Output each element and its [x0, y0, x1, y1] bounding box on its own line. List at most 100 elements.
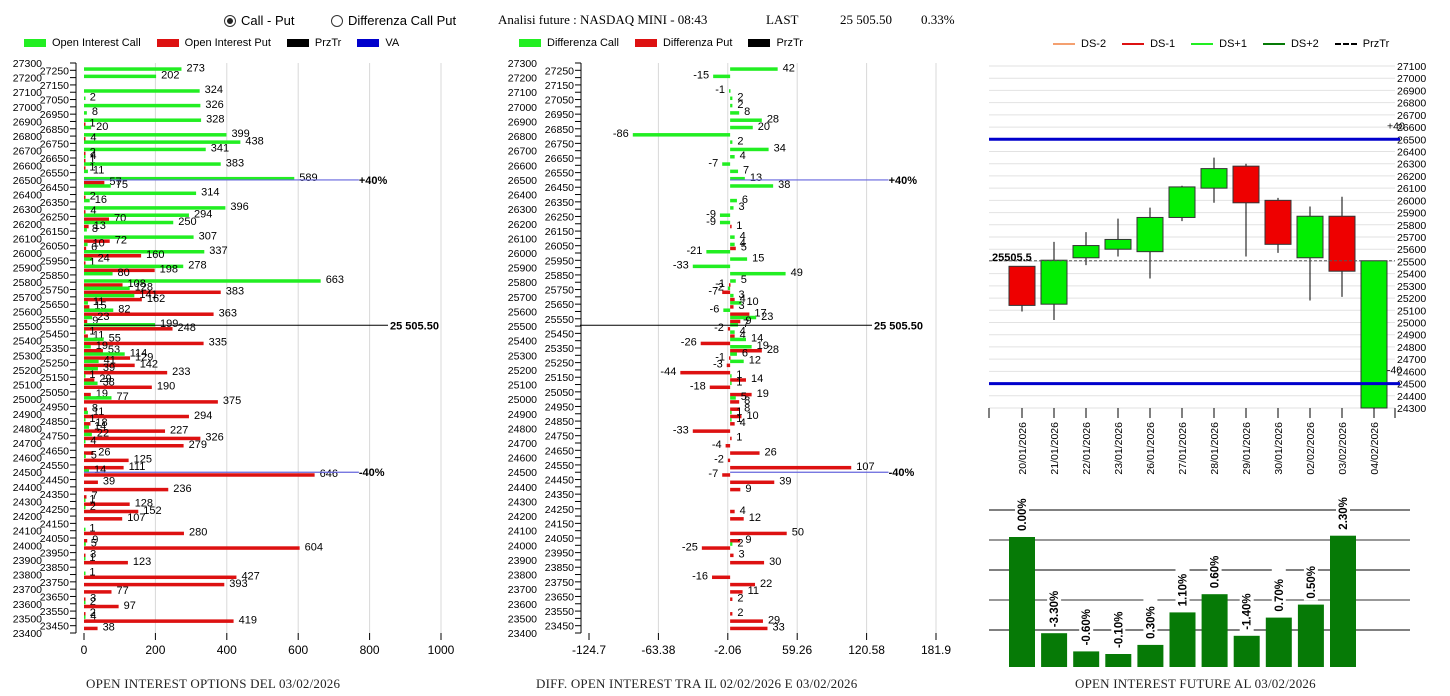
bar-put — [84, 560, 128, 565]
bar-label-put: 4 — [740, 417, 746, 429]
y-major-label: 23900 — [508, 555, 537, 567]
y-minor-label: 26050 — [545, 241, 574, 253]
bar-label-call: 15 — [752, 252, 764, 264]
candle-up — [1360, 260, 1388, 409]
bar-call — [730, 198, 737, 203]
bar-label-call: 3 — [739, 201, 745, 213]
prztr-label: 25505.5 — [992, 252, 1032, 264]
bar-label-call: 2 — [737, 92, 743, 104]
bar-put — [730, 531, 787, 536]
bar-label-bg — [1271, 567, 1286, 614]
candle-up — [1136, 216, 1164, 253]
bar-label-put: 1 — [89, 117, 95, 129]
bar-put — [727, 327, 731, 331]
bar-call — [84, 147, 206, 152]
bar-label-put: 190 — [157, 381, 175, 393]
radio-call-put[interactable]: Call - Put — [224, 13, 294, 28]
chart-oi-future: 0.00% -3.30% -0.60% -0.10% 0.30% 1.10% 0.60% -1… — [989, 490, 1410, 667]
bar-label-put: -26 — [681, 337, 697, 349]
bar-label-put: 29 — [768, 614, 780, 626]
bar-label-put: 4 — [740, 505, 746, 517]
y-minor-label: 25250 — [545, 358, 574, 370]
bar-put — [84, 283, 123, 287]
x-tick-label: 200 — [145, 643, 165, 657]
bar-call — [84, 118, 202, 122]
bar-call — [84, 250, 205, 254]
radio-differenza[interactable]: Differenza Call Put — [331, 13, 456, 28]
bar-label-bg — [1143, 594, 1158, 641]
y-major-label: 23700 — [508, 584, 537, 596]
bar-label-put: -25 — [682, 541, 698, 553]
bar-label-put: 142 — [140, 359, 158, 371]
bar-label-call: 8 — [744, 106, 750, 118]
legend-item-va: VA — [357, 37, 399, 49]
radio-selected-indicator[interactable] — [224, 14, 236, 27]
bar-label-put: 8 — [92, 402, 98, 414]
y-minor-label: 24250 — [40, 504, 69, 516]
bar-label-call: 20 — [96, 121, 108, 133]
bar-label-put: 604 — [305, 541, 323, 553]
y-major-label: 26100 — [13, 233, 42, 245]
bar-put — [84, 473, 315, 477]
radio-unselected-indicator[interactable] — [331, 14, 343, 27]
va-label: -40 — [1387, 365, 1402, 377]
bar-put — [730, 451, 760, 455]
bar-call — [730, 206, 734, 210]
legend-label: DS+1 — [1219, 38, 1247, 50]
y-tick-label: 26300 — [1397, 159, 1426, 171]
bar-label-call: 278 — [188, 260, 206, 272]
y-minor-label: 26550 — [545, 168, 574, 180]
radio-differenza-label: Differenza Call Put — [348, 13, 457, 28]
y-major-label: 26500 — [508, 175, 537, 187]
bar-label: -0.60% — [1081, 609, 1093, 645]
bar-put — [84, 436, 201, 441]
legend-swatch-prztr — [286, 39, 309, 47]
bar-call — [713, 74, 731, 79]
y-minor-label: 26650 — [40, 153, 69, 165]
bar-label-call: 28 — [767, 113, 779, 125]
bar-call — [723, 308, 731, 312]
bar-put — [730, 626, 768, 631]
bar-put — [730, 224, 732, 229]
bar-label-put: 11 — [93, 329, 104, 341]
y-major-label: 24800 — [508, 423, 537, 435]
bar-call — [84, 301, 88, 305]
y-major-label: 24600 — [508, 453, 537, 465]
x-tick-label: 22/01/2026 — [1081, 422, 1093, 475]
y-tick-label: 26100 — [1397, 183, 1426, 195]
caption-oi-options: OPEN INTEREST OPTIONS DEL 03/02/2026 — [86, 676, 341, 691]
bar-call — [727, 286, 731, 291]
bar-label-put: 17 — [754, 307, 766, 319]
y-tick-label: 26700 — [1397, 110, 1426, 122]
y-minor-label: 25650 — [545, 299, 574, 311]
bar-label-call: 3 — [739, 289, 745, 301]
bar-put — [730, 414, 742, 419]
y-minor-label: 25150 — [40, 372, 69, 384]
bar-put — [730, 517, 744, 521]
bar-put — [84, 590, 112, 594]
legend-label: DS-1 — [1150, 38, 1176, 50]
y-minor-label: 24350 — [545, 489, 574, 501]
bar-label-call: 8 — [92, 223, 98, 235]
bar-put — [84, 217, 109, 221]
legend-item-prztr: PrzTr — [286, 37, 341, 49]
bar-label-call: 250 — [178, 216, 196, 228]
y-minor-label: 24450 — [545, 475, 574, 487]
y-minor-label: 25050 — [40, 387, 69, 399]
bar-label-call: 6 — [742, 347, 748, 359]
bar-call — [84, 352, 125, 356]
bar-call — [730, 359, 744, 364]
legend-label: DS+2 — [1290, 38, 1319, 50]
bar-call — [730, 293, 734, 298]
bar-call — [84, 374, 86, 378]
bar-put — [730, 480, 775, 485]
bar-label-put: 280 — [189, 527, 207, 539]
y-minor-label: 24650 — [545, 445, 574, 457]
bar-call — [730, 67, 778, 71]
y-major-label: 24200 — [13, 511, 42, 523]
bar-call — [84, 162, 221, 166]
candle-down — [1328, 215, 1356, 272]
y-minor-label: 25950 — [545, 255, 574, 267]
bar-call — [730, 330, 735, 334]
bar-label-put: 19 — [757, 388, 769, 400]
